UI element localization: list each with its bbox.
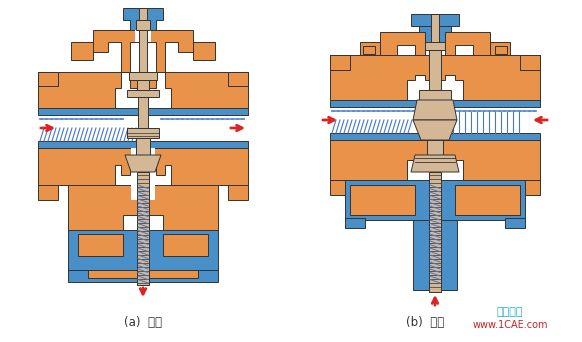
Polygon shape	[68, 230, 218, 270]
Polygon shape	[350, 185, 415, 215]
Polygon shape	[139, 8, 147, 72]
Polygon shape	[330, 180, 350, 195]
Polygon shape	[38, 185, 58, 200]
Polygon shape	[429, 172, 441, 292]
Polygon shape	[127, 90, 159, 97]
Polygon shape	[38, 141, 248, 148]
Polygon shape	[139, 108, 147, 148]
Polygon shape	[520, 180, 540, 195]
Polygon shape	[68, 270, 218, 282]
Polygon shape	[228, 185, 248, 200]
Text: (b)  合流: (b) 合流	[406, 316, 444, 329]
Polygon shape	[363, 46, 375, 54]
Polygon shape	[425, 42, 445, 50]
Polygon shape	[38, 108, 248, 148]
Polygon shape	[163, 234, 208, 256]
Polygon shape	[88, 270, 198, 278]
Polygon shape	[380, 32, 490, 75]
Polygon shape	[413, 120, 457, 140]
Polygon shape	[135, 30, 151, 42]
Polygon shape	[123, 8, 163, 30]
Polygon shape	[193, 42, 215, 60]
Polygon shape	[330, 100, 540, 107]
Polygon shape	[125, 155, 161, 172]
Polygon shape	[38, 72, 248, 108]
Text: 仿真在线: 仿真在线	[497, 307, 523, 317]
Polygon shape	[419, 90, 451, 100]
Polygon shape	[38, 72, 58, 86]
Polygon shape	[429, 50, 441, 90]
Polygon shape	[330, 55, 540, 100]
Text: www.1CAE.com: www.1CAE.com	[472, 320, 548, 330]
Polygon shape	[71, 42, 93, 60]
Polygon shape	[228, 72, 248, 86]
Polygon shape	[411, 155, 459, 172]
Polygon shape	[129, 72, 157, 80]
Polygon shape	[138, 97, 148, 128]
Polygon shape	[38, 108, 248, 115]
Polygon shape	[413, 220, 457, 290]
Polygon shape	[38, 148, 248, 185]
Polygon shape	[330, 133, 540, 140]
Polygon shape	[93, 30, 193, 72]
Polygon shape	[505, 218, 525, 228]
Polygon shape	[411, 14, 459, 26]
Polygon shape	[131, 148, 155, 200]
Polygon shape	[137, 80, 149, 90]
Polygon shape	[136, 138, 150, 155]
Polygon shape	[490, 42, 510, 58]
Polygon shape	[419, 20, 451, 42]
Polygon shape	[430, 100, 440, 140]
Polygon shape	[495, 46, 507, 54]
Polygon shape	[330, 140, 540, 180]
Polygon shape	[360, 42, 380, 58]
Polygon shape	[68, 185, 218, 230]
Polygon shape	[330, 100, 540, 140]
Text: (a)  分流: (a) 分流	[124, 316, 162, 329]
Polygon shape	[520, 55, 540, 70]
Polygon shape	[455, 185, 520, 215]
Polygon shape	[345, 218, 365, 228]
Polygon shape	[136, 20, 150, 30]
Polygon shape	[78, 234, 123, 256]
Polygon shape	[127, 128, 159, 138]
Polygon shape	[431, 14, 439, 75]
Polygon shape	[427, 140, 443, 155]
Polygon shape	[330, 55, 350, 70]
Polygon shape	[345, 180, 525, 220]
Polygon shape	[137, 172, 149, 285]
Polygon shape	[413, 100, 457, 120]
